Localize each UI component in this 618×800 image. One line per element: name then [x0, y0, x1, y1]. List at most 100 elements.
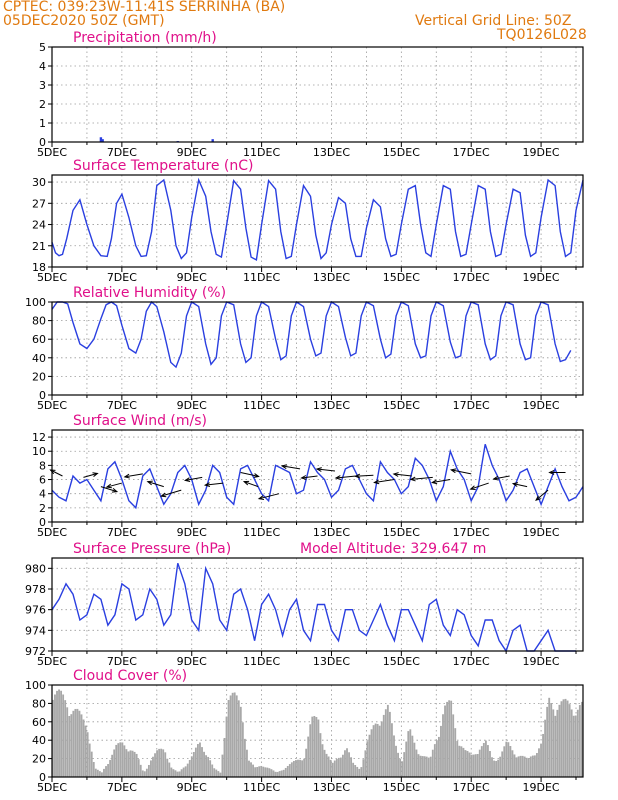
wind-arrow	[258, 493, 280, 500]
panel-annotation: Model Altitude: 329.647 m	[300, 541, 486, 557]
y-tick-label: 1	[39, 117, 46, 130]
y-tick-label: 976	[25, 604, 46, 617]
cloud-bar	[98, 771, 101, 777]
wind-arrow	[301, 475, 318, 479]
cloud-bar	[280, 770, 283, 777]
x-tick-label: 5DEC	[37, 271, 67, 284]
precip-bar	[99, 137, 103, 142]
x-tick-label: 13DEC	[313, 399, 350, 412]
cloud-bar	[217, 771, 220, 777]
series-line-3	[51, 443, 584, 510]
y-tick-label: 24	[32, 219, 46, 232]
panel-title-3: Surface Wind (m/s)	[73, 413, 207, 429]
x-tick-label: 19DEC	[523, 399, 560, 412]
cloud-bar	[178, 771, 181, 777]
cloud-bar	[427, 757, 430, 777]
wind-arrow	[185, 476, 203, 481]
cloud-bar	[248, 760, 250, 777]
panel-frame-2	[51, 301, 584, 396]
y-tick-label: 40	[32, 352, 46, 365]
cloud-bar	[454, 728, 457, 777]
wind-arrow	[355, 474, 374, 477]
cloud-bar	[243, 738, 246, 777]
wind-arrow-head	[392, 472, 399, 477]
cloud-bar	[378, 725, 381, 777]
panel-frame-0	[51, 46, 584, 143]
wind-arrow-head	[253, 473, 260, 478]
cloud-bar	[90, 751, 93, 777]
wind-arrow	[493, 475, 510, 480]
cloud-bar	[268, 768, 271, 777]
cloud-bar	[366, 741, 369, 777]
cloud-bar	[270, 769, 273, 777]
cloud-bar	[84, 725, 87, 777]
cloud-bar	[550, 702, 553, 777]
cloud-bar	[235, 695, 238, 777]
cloud-bar	[266, 767, 269, 777]
cloud-bar	[164, 752, 167, 777]
cloud-bar	[382, 714, 385, 777]
cloud-bar	[542, 733, 544, 777]
cloud-bar	[186, 763, 189, 777]
x-tick-label: 11DEC	[243, 271, 280, 284]
wind-arrow	[470, 482, 489, 490]
cloud-bar	[574, 715, 577, 777]
cloud-bar	[205, 755, 208, 777]
y-tick-label: 10	[32, 445, 46, 458]
cloud-bar	[133, 751, 136, 777]
wind-arrow-head	[203, 482, 211, 487]
cloud-bar	[558, 704, 561, 777]
cloud-bar	[284, 767, 287, 777]
cloud-bar	[188, 760, 191, 777]
cloud-bar	[556, 709, 559, 777]
cloud-bar	[495, 761, 498, 777]
cloud-bar	[233, 692, 236, 777]
x-tick-label: 13DEC	[313, 655, 350, 668]
cloud-bar	[180, 769, 183, 777]
cloud-bar	[403, 752, 406, 777]
cloud-bar	[333, 760, 336, 777]
cloud-bar	[413, 742, 416, 777]
cloud-bar	[119, 742, 122, 777]
wind-arrow	[513, 483, 528, 488]
cloud-bar	[313, 716, 316, 777]
cloud-bar	[86, 732, 89, 777]
x-tick-label: 15DEC	[383, 146, 420, 159]
cloud-bar	[113, 749, 116, 777]
cloud-bar	[209, 760, 212, 777]
cloud-bar	[425, 756, 428, 777]
header-date: 05DEC2020 50Z (GMT)	[3, 13, 165, 29]
cloud-bar	[109, 759, 112, 777]
cloud-bar	[431, 749, 434, 777]
cloud-bar	[246, 749, 248, 777]
wind-arrow-head	[123, 473, 130, 479]
x-tick-label: 17DEC	[453, 146, 490, 159]
cloud-bar	[297, 759, 299, 777]
cloud-bar	[317, 719, 320, 777]
wind-arrow	[83, 472, 98, 478]
cloud-bar	[391, 723, 393, 777]
precip-bar	[211, 139, 214, 142]
x-tick-label: 9DEC	[177, 655, 207, 668]
cloud-bar	[241, 722, 244, 777]
cloud-bar	[480, 746, 483, 777]
cloud-bar	[301, 760, 303, 777]
x-tick-label: 9DEC	[177, 781, 207, 794]
cloud-bar	[264, 767, 267, 777]
cloud-bar	[74, 708, 77, 777]
x-tick-label: 19DEC	[523, 146, 560, 159]
cloud-bar	[311, 716, 314, 777]
cloud-bar	[150, 760, 152, 777]
x-tick-label: 11DEC	[243, 781, 280, 794]
cloud-bar	[162, 749, 165, 777]
cloud-bar	[168, 762, 171, 777]
cloud-bar	[419, 755, 422, 777]
x-tick-label: 17DEC	[453, 781, 490, 794]
x-tick-label: 11DEC	[243, 146, 280, 159]
cloud-bar	[141, 770, 144, 777]
wind-arrow	[281, 465, 301, 470]
cloud-bar	[511, 750, 514, 777]
cloud-bar	[421, 756, 424, 777]
cloud-bar	[321, 744, 324, 777]
cloud-bar	[135, 753, 138, 777]
